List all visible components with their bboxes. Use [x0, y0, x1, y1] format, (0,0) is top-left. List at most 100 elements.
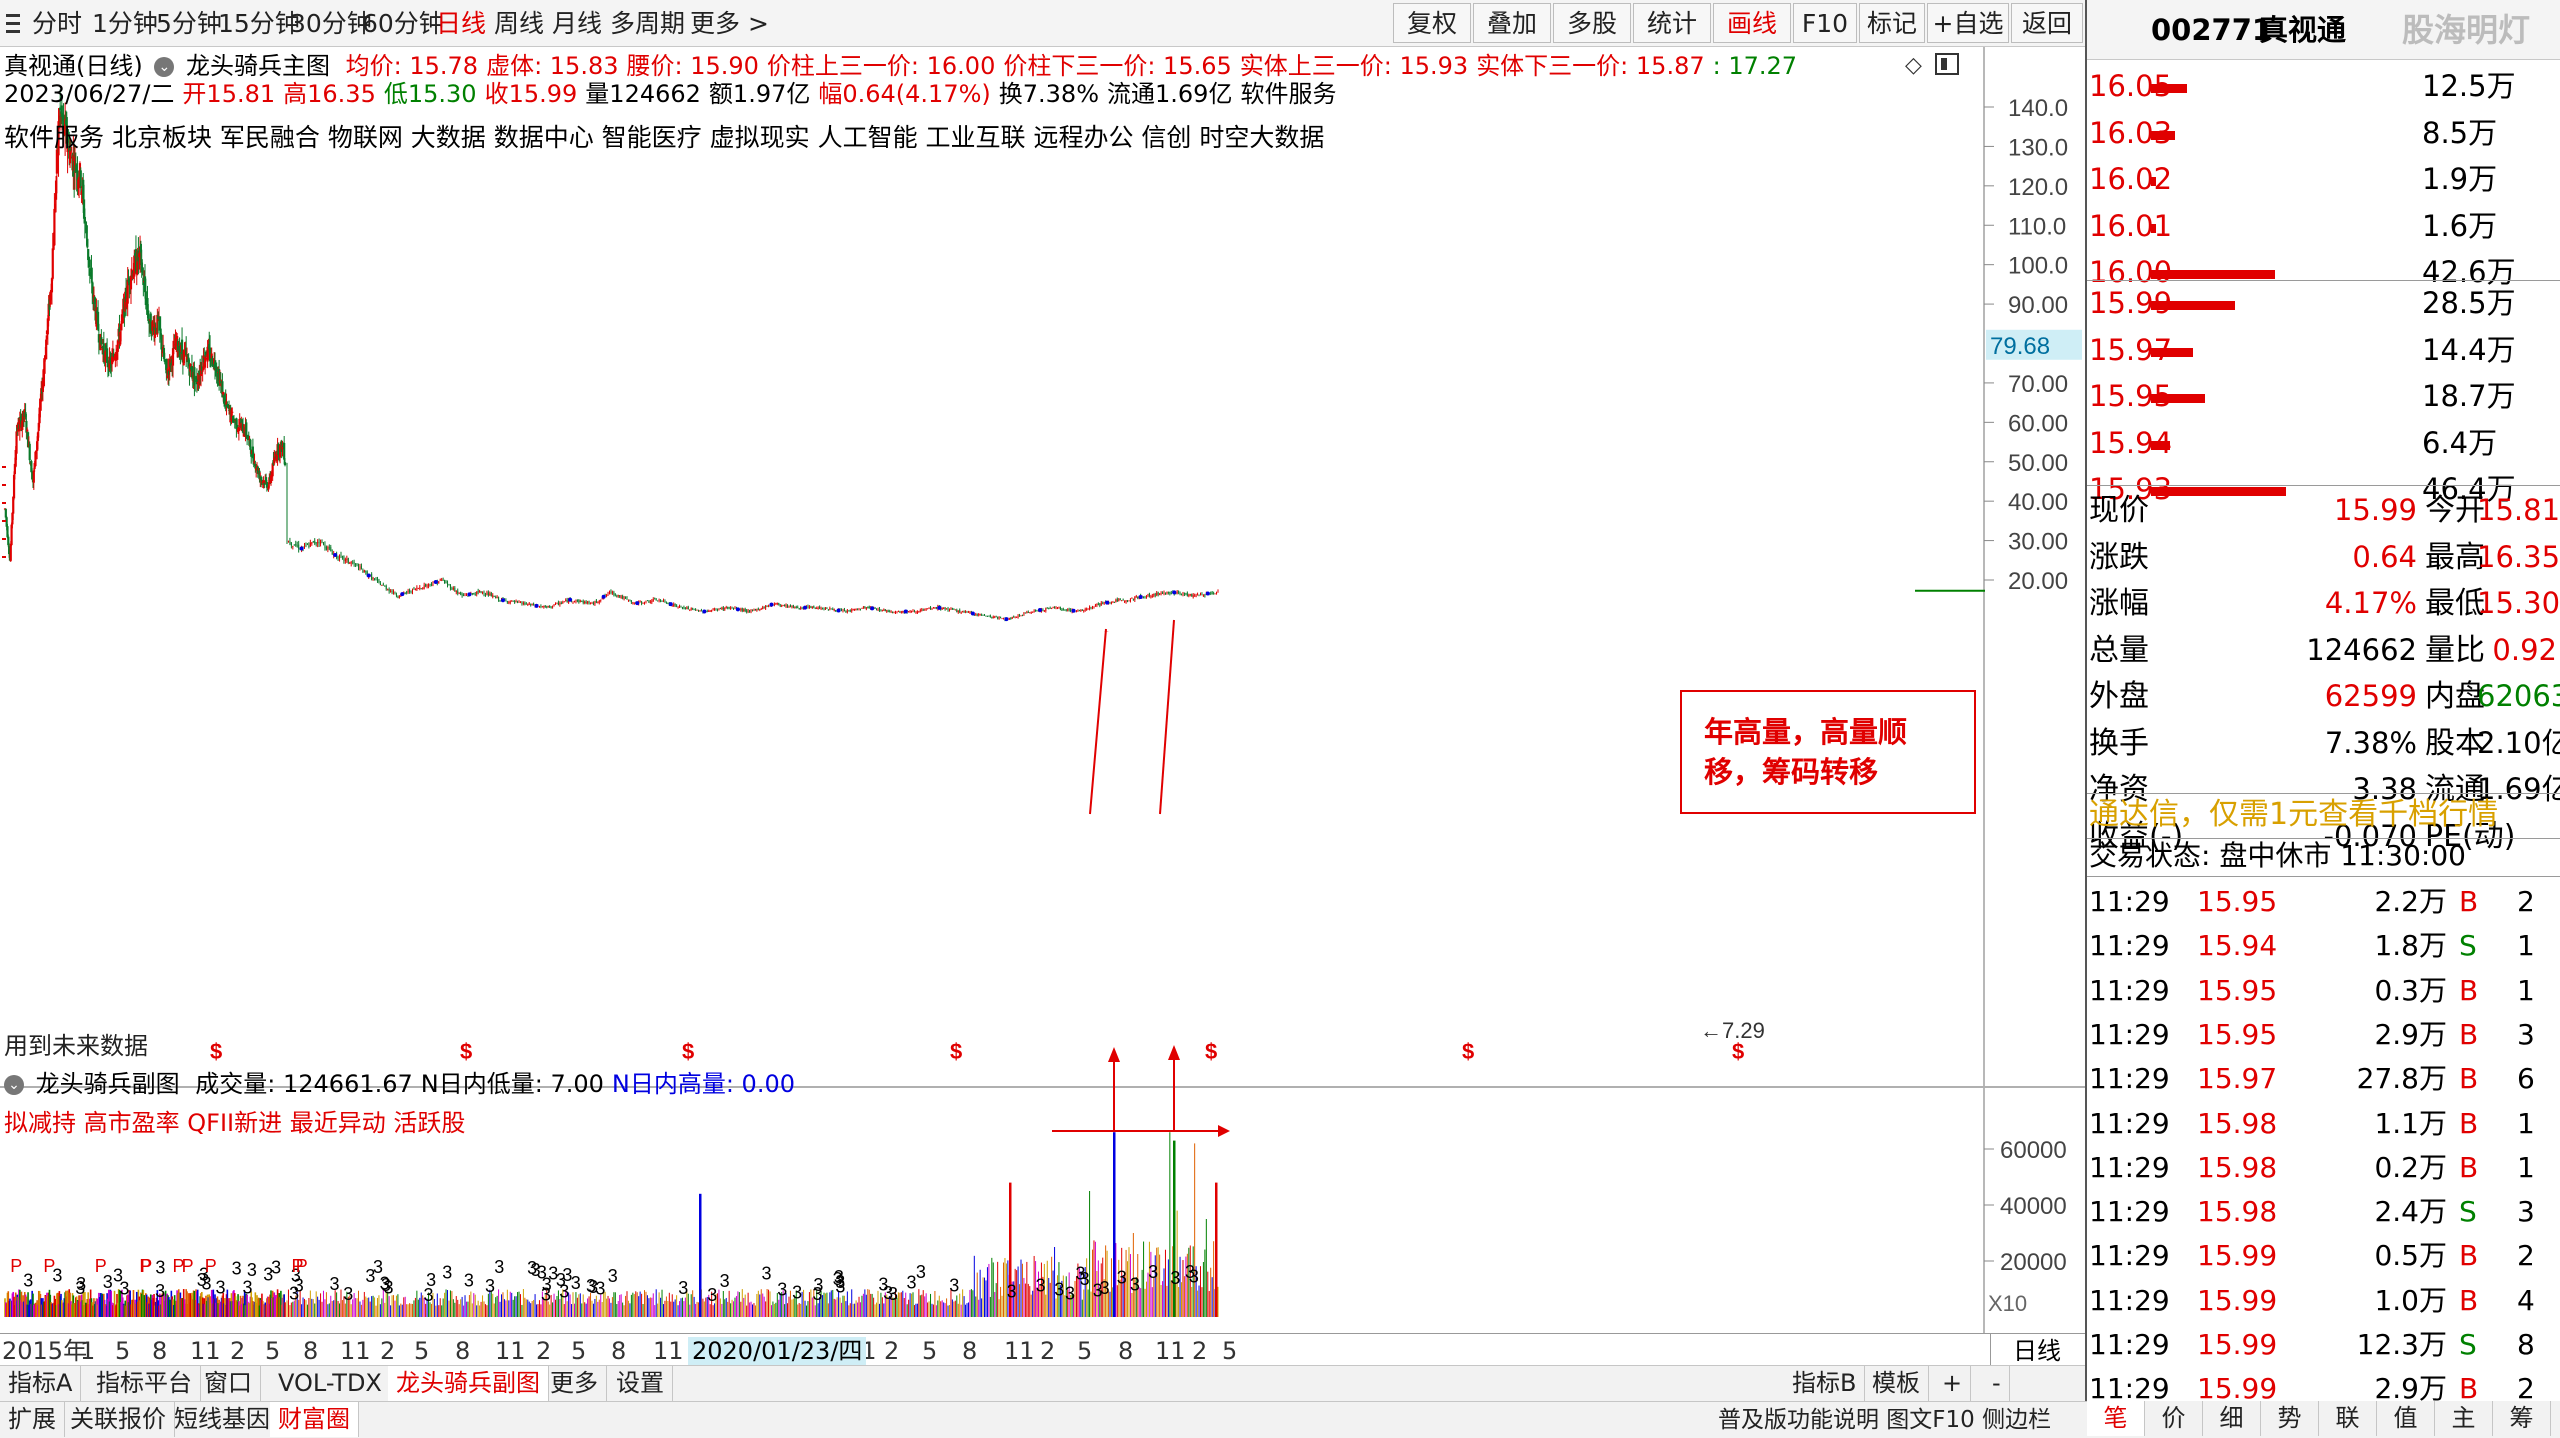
- volume-bar: [1137, 1254, 1139, 1317]
- event-marker[interactable]: $: [1462, 1039, 1474, 1064]
- function-links[interactable]: 普及版功能说明 图文F10 侧边栏: [1718, 1407, 2052, 1433]
- bid-volume-bar: [2151, 301, 2235, 310]
- indicator-tab-right[interactable]: -: [1984, 1366, 2010, 1401]
- period-tab[interactable]: 分时: [32, 9, 83, 38]
- indicator-tab-right[interactable]: 指标B: [1784, 1366, 1866, 1401]
- candle-body: [505, 600, 507, 602]
- volume-bar: [1157, 1247, 1159, 1317]
- candle-body: [1080, 610, 1082, 612]
- event-marker[interactable]: $: [950, 1039, 962, 1064]
- candle-body: [1083, 610, 1085, 612]
- event-marker[interactable]: $: [210, 1039, 222, 1064]
- bottom-tab[interactable]: 关联报价: [62, 1402, 175, 1437]
- candle-body: [654, 598, 656, 600]
- panel-tab[interactable]: 主: [2435, 1401, 2493, 1436]
- tick-time: 11:29: [2089, 1328, 2170, 1361]
- event-marker[interactable]: $: [1205, 1039, 1217, 1064]
- date-tick-label: 11: [653, 1337, 684, 1365]
- toolbar-button[interactable]: 标记: [1859, 3, 1925, 43]
- candle-body: [655, 599, 657, 601]
- toolbar-button[interactable]: 叠加: [1473, 3, 1551, 43]
- tick-volume: 2.9万: [2374, 1017, 2447, 1051]
- event-marker[interactable]: $: [682, 1039, 694, 1064]
- diamond-icon[interactable]: ◇: [1905, 53, 1922, 78]
- indicator-tab[interactable]: 更多: [542, 1366, 607, 1401]
- panel-tab[interactable]: 筹: [2493, 1401, 2551, 1436]
- bottom-tab[interactable]: 短线基因: [166, 1402, 279, 1437]
- toolbar-button[interactable]: +自选: [1927, 3, 2009, 43]
- period-tab[interactable]: 1分钟: [92, 9, 158, 38]
- period-tab[interactable]: 更多 >: [690, 9, 769, 38]
- volume-bar: [839, 1297, 841, 1317]
- panel-tab[interactable]: 价: [2145, 1401, 2203, 1436]
- volume-bar: [371, 1296, 373, 1317]
- candle-body: [124, 288, 128, 302]
- ohlc-value: 高16.35: [283, 80, 376, 108]
- indicator-settings-icon[interactable]: ⌄: [154, 57, 175, 77]
- panel-tab[interactable]: 联: [2319, 1401, 2377, 1436]
- toolbar-button[interactable]: 复权: [1393, 3, 1471, 43]
- candle-body: [149, 313, 152, 334]
- indicator-tab[interactable]: 指标平台: [88, 1366, 201, 1401]
- indicator-settings-icon[interactable]: ⌄: [4, 1075, 24, 1095]
- candle-body: [832, 608, 834, 610]
- period-tab[interactable]: 月线: [552, 9, 603, 38]
- candle-body: [515, 601, 517, 603]
- indicator-tab[interactable]: 指标A: [0, 1366, 82, 1401]
- candle-body: [538, 606, 540, 608]
- candle-body: [178, 346, 181, 358]
- sub-indicator-name[interactable]: 龙头骑兵副图: [35, 1070, 180, 1098]
- volume-bar: [210, 1302, 212, 1317]
- period-tab[interactable]: 15分钟: [218, 9, 300, 38]
- toolbar-button[interactable]: 画线: [1713, 3, 1791, 43]
- menu-toggle[interactable]: [0, 0, 26, 47]
- event-marker[interactable]: $: [460, 1039, 472, 1064]
- period-tab[interactable]: 周线: [494, 9, 545, 38]
- promo-link[interactable]: 通达信，仅需1元查看千档行情: [2089, 797, 2499, 832]
- toolbar-button[interactable]: 统计: [1633, 3, 1711, 43]
- candle-body: [880, 610, 882, 612]
- volume-bar: [22, 1295, 24, 1317]
- panel-tab[interactable]: 势: [2261, 1401, 2319, 1436]
- volume-bar: [390, 1305, 392, 1317]
- panel-tab[interactable]: 细: [2203, 1401, 2261, 1436]
- volume-bar: [1071, 1293, 1073, 1317]
- volume-bar: [1068, 1272, 1070, 1317]
- volume-signal-label: 3: [1080, 1269, 1090, 1289]
- main-indicator-name[interactable]: 龙头骑兵主图: [186, 52, 331, 80]
- volume-bar: [775, 1302, 777, 1317]
- period-tab[interactable]: 日线: [436, 9, 487, 38]
- toolbar-button[interactable]: 返回: [2011, 3, 2083, 43]
- signal-dot: [433, 579, 438, 584]
- period-tab[interactable]: 多周期: [610, 9, 686, 38]
- candle-body: [172, 344, 175, 346]
- indicator-tab[interactable]: 龙头骑兵副图: [388, 1366, 549, 1401]
- quote-label: 内盘: [2425, 679, 2485, 714]
- volume-bar: [505, 1300, 507, 1317]
- indicator-tab-right[interactable]: +: [1934, 1366, 1972, 1401]
- bottom-tab[interactable]: 财富圈: [270, 1402, 359, 1437]
- indicator-tab-right[interactable]: 模板: [1864, 1366, 1929, 1401]
- candle-body: [1112, 602, 1114, 604]
- volume-bar: [206, 1294, 209, 1317]
- indicator-tab[interactable]: 设置: [608, 1366, 673, 1401]
- panel-tab[interactable]: 值: [2377, 1401, 2435, 1436]
- volume-signal-label: 3: [531, 1260, 541, 1280]
- event-marker[interactable]: $: [1732, 1039, 1744, 1064]
- candle-body: [21, 420, 24, 431]
- toolbar-button[interactable]: F10: [1793, 3, 1857, 43]
- bottom-tab[interactable]: 扩展: [0, 1402, 65, 1437]
- panel-tab[interactable]: 笔: [2087, 1401, 2145, 1436]
- candle-body: [458, 592, 460, 594]
- toolbar-button[interactable]: 多股: [1553, 3, 1631, 43]
- panel-toggle-icon[interactable]: [1935, 53, 1959, 75]
- indicator-tab[interactable]: 窗口: [196, 1366, 261, 1401]
- period-tab[interactable]: 5分钟: [156, 9, 222, 38]
- candle-body: [417, 588, 419, 590]
- period-tab[interactable]: 60分钟: [362, 9, 444, 38]
- period-tab[interactable]: 30分钟: [290, 9, 372, 38]
- candle-body: [1156, 592, 1158, 596]
- indicator-tab[interactable]: VOL-TDX: [270, 1366, 391, 1401]
- candle-body: [841, 609, 843, 611]
